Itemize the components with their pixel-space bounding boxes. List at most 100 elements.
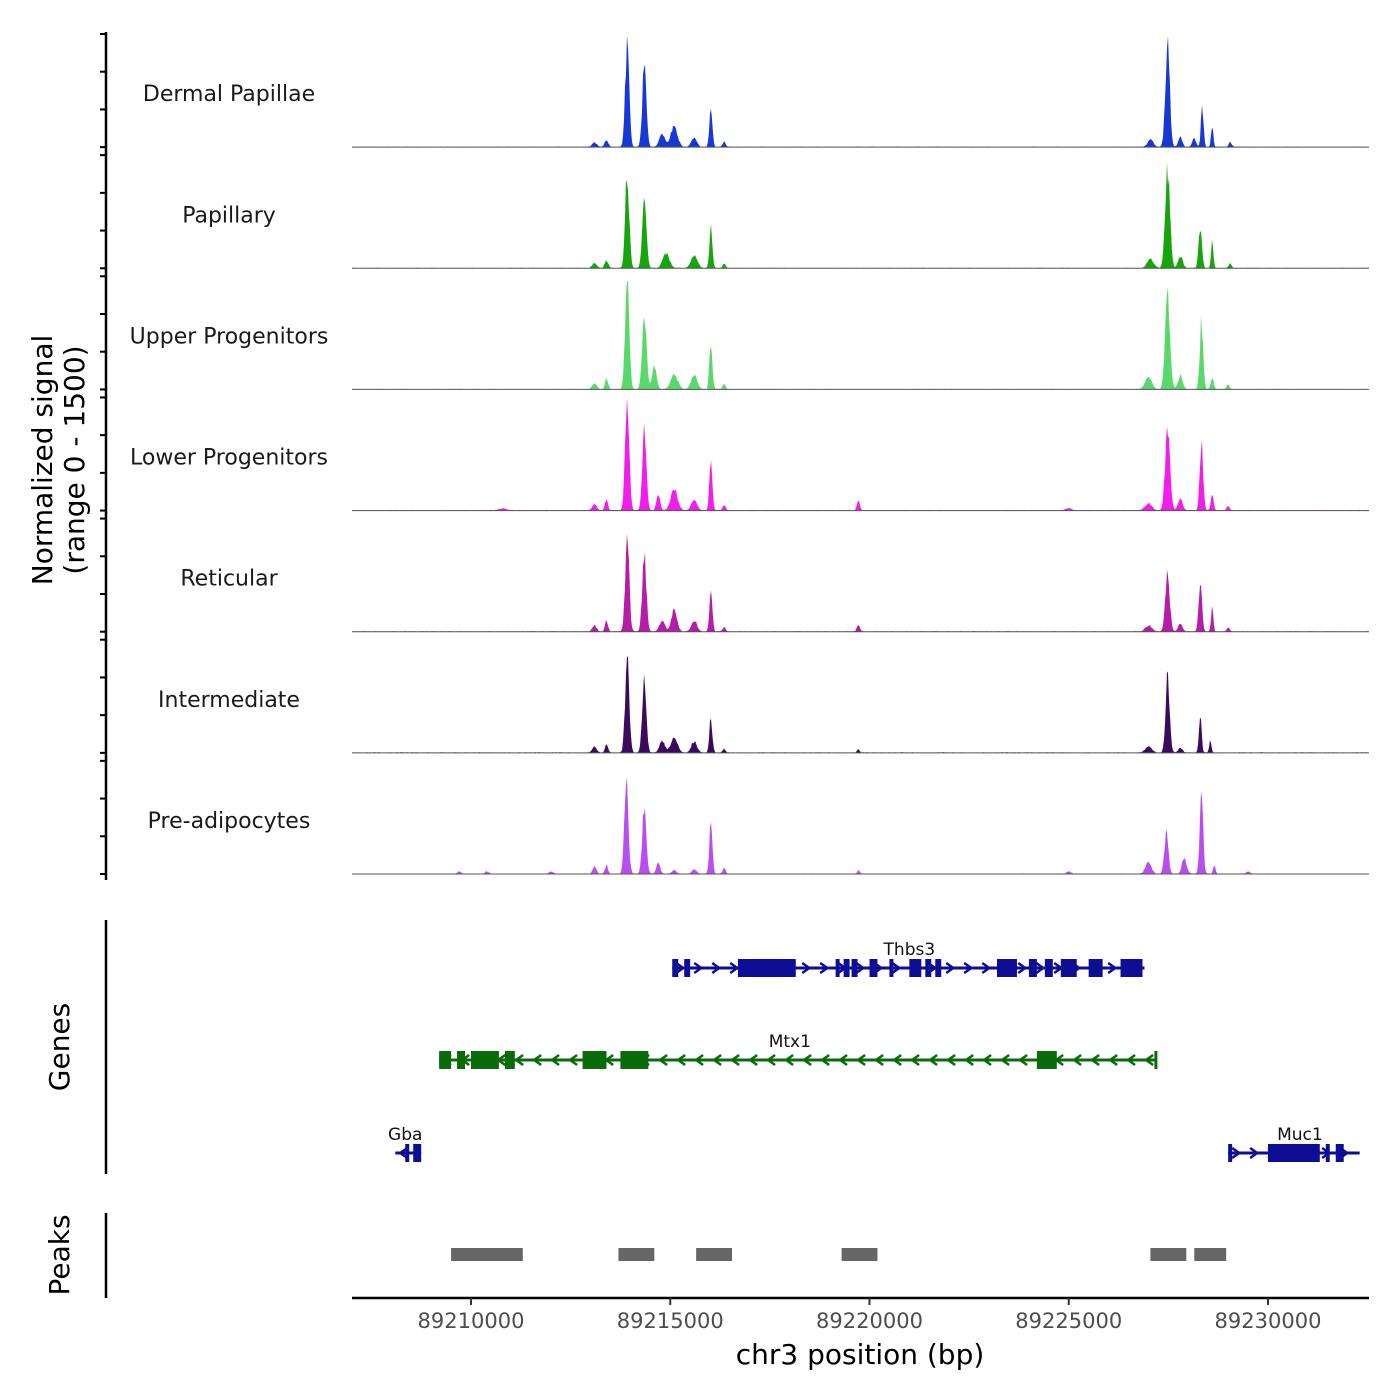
strand-arrow: [963, 1053, 974, 1067]
gene-exon: [925, 959, 932, 977]
strand-arrow: [1071, 1053, 1082, 1067]
gene-exon: [737, 959, 796, 977]
strand-arrow: [549, 1053, 560, 1067]
gene-exon: [413, 1144, 422, 1162]
gene-exon: [1120, 959, 1143, 977]
gene-label: Gba: [388, 1125, 422, 1145]
strand-arrow: [981, 1053, 992, 1067]
strand-arrow: [1231, 1146, 1242, 1160]
strand-arrow: [1249, 1146, 1260, 1160]
x-axis: 89210000 89215000 89220000 89225000 89230000: [352, 1296, 1369, 1333]
signal-y-axis: [100, 32, 108, 880]
gene-thbs3: Thbs3: [672, 940, 1145, 977]
gene-exon: [1154, 1051, 1158, 1069]
strand-arrow: [1017, 961, 1028, 975]
strand-arrow: [981, 961, 992, 975]
peak-region: [618, 1248, 655, 1261]
strand-arrow: [855, 961, 866, 975]
signal-area: [352, 280, 1369, 390]
strand-arrow: [819, 1053, 830, 1067]
track-label: Intermediate: [158, 688, 300, 713]
strand-arrow: [693, 961, 704, 975]
gene-mtx1: Mtx1: [439, 1032, 1158, 1069]
peak-region: [451, 1248, 523, 1261]
signal-track: Pre-adipocytes: [148, 777, 1369, 875]
gene-exon: [1268, 1144, 1320, 1162]
signal-tracks: Dermal Papillae Papillary Upper Progenitor…: [130, 35, 1369, 875]
strand-arrow: [1089, 1053, 1100, 1067]
gene-exon: [1028, 959, 1037, 977]
strand-arrow: [801, 1053, 812, 1067]
strand-arrow: [711, 1053, 722, 1067]
genes-track-label: Genes: [43, 1003, 76, 1091]
strand-arrow: [963, 961, 974, 975]
gene-exon: [851, 959, 858, 977]
gene-exon: [405, 1144, 410, 1162]
peaks-track-label: Peaks: [43, 1214, 76, 1295]
strand-arrow: [513, 1053, 524, 1067]
peak-region: [1150, 1248, 1187, 1261]
strand-arrow: [801, 961, 812, 975]
y-axis-title-line1: Normalized signal: [26, 335, 59, 586]
strand-arrow: [531, 1053, 542, 1067]
strand-arrow: [909, 1053, 920, 1067]
gene-gba: Gba: [388, 1125, 422, 1162]
x-axis-title: chr3 position (bp): [736, 1338, 985, 1371]
genes-track: Genes Thbs3 Mtx1 Gba Muc1: [43, 920, 1360, 1174]
signal-track: Lower Progenitors: [130, 397, 1369, 512]
x-tick-label: 89225000: [1015, 1309, 1122, 1333]
gene-exon: [1088, 959, 1103, 977]
strand-arrow: [945, 961, 956, 975]
track-label: Reticular: [180, 567, 278, 592]
signal-track: Upper Progenitors: [130, 280, 1369, 390]
strand-arrow: [675, 961, 686, 975]
y-axis-title-line2: (range 0 - 1500): [58, 345, 91, 574]
strand-arrow: [1143, 1053, 1154, 1067]
signal-area: [352, 162, 1369, 269]
track-label: Lower Progenitors: [130, 446, 328, 471]
signal-track: Reticular: [180, 533, 1369, 633]
signal-track: Papillary: [182, 162, 1369, 269]
gene-exon: [1044, 959, 1053, 977]
x-tick-label: 89220000: [816, 1309, 923, 1333]
strand-arrow: [657, 1053, 668, 1067]
gene-exon: [935, 959, 942, 977]
strand-arrow: [783, 1053, 794, 1067]
strand-arrow: [819, 961, 830, 975]
strand-arrow: [855, 1053, 866, 1067]
gene-exon: [1036, 1051, 1057, 1069]
peak-region: [1194, 1248, 1227, 1261]
gene-label: Mtx1: [769, 1032, 811, 1052]
gene-label: Muc1: [1277, 1125, 1323, 1145]
track-label: Dermal Papillae: [143, 82, 315, 107]
strand-arrow: [711, 961, 722, 975]
strand-arrow: [765, 1053, 776, 1067]
strand-arrow: [1125, 1053, 1136, 1067]
peak-region: [696, 1248, 733, 1261]
strand-arrow: [891, 1053, 902, 1067]
signal-area: [352, 533, 1369, 632]
gene-exon: [1335, 1144, 1344, 1162]
gene-exon: [672, 959, 679, 977]
signal-area: [352, 397, 1369, 511]
gene-exon: [889, 959, 894, 977]
strand-arrow: [945, 1053, 956, 1067]
gene-exon: [582, 1051, 607, 1069]
gene-exon: [471, 1051, 499, 1069]
strand-arrow: [1035, 961, 1046, 975]
strand-arrow: [999, 1053, 1010, 1067]
gene-muc1: Muc1: [1228, 1125, 1360, 1162]
gene-exon: [835, 959, 840, 977]
gene-exon: [1325, 1144, 1330, 1162]
gene-exon: [684, 959, 691, 977]
gene-exon: [620, 1051, 649, 1069]
gene-exon: [1228, 1144, 1233, 1162]
strand-arrow: [747, 1053, 758, 1067]
gene-exon: [439, 1051, 452, 1069]
peak-region: [841, 1248, 878, 1261]
strand-arrow: [675, 1053, 686, 1067]
strand-arrow: [693, 1053, 704, 1067]
strand-arrow: [1107, 961, 1118, 975]
gene-exon: [997, 959, 1017, 977]
